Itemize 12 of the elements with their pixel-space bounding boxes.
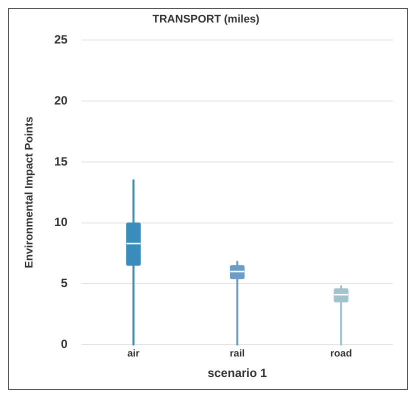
x-axis-title: scenario 1 bbox=[208, 366, 268, 380]
y-axis-title: Environmental Impact Points bbox=[24, 116, 36, 268]
x-tick-label: rail bbox=[230, 348, 245, 360]
y-tick-label: 15 bbox=[54, 154, 68, 168]
y-tick-label: 5 bbox=[60, 276, 68, 290]
y-tick-label: 20 bbox=[54, 93, 68, 108]
y-tick-label: 10 bbox=[54, 215, 68, 230]
y-tick-label: 25 bbox=[54, 32, 68, 47]
x-tick-label: air bbox=[127, 348, 140, 360]
x-tick-label: road bbox=[330, 348, 352, 360]
y-tick-label: 0 bbox=[60, 336, 68, 351]
chart-title: TRANSPORT (miles) bbox=[152, 14, 260, 26]
